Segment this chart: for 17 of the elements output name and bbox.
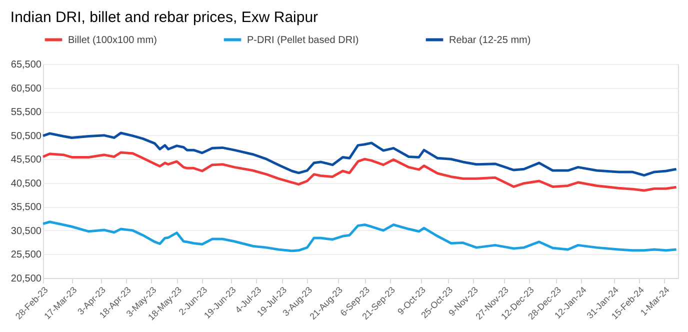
y-tick-label: 30,500 xyxy=(10,226,42,237)
line-series xyxy=(42,151,678,192)
line-series xyxy=(42,220,678,252)
y-tick-label: 65,500 xyxy=(10,60,42,70)
legend-label: Billet (100x100 mm) xyxy=(68,34,157,46)
y-tick-label: 20,500 xyxy=(10,274,42,284)
line-series xyxy=(42,132,678,177)
legend-label: P-DRI (Pellet based DRI) xyxy=(247,34,359,46)
legend-label: Rebar (12-25 mm) xyxy=(449,34,531,46)
y-tick-label: 45,500 xyxy=(10,154,42,166)
y-tick-label: 60,500 xyxy=(10,83,42,94)
chart-title: Indian DRI, billet and rebar prices, Exw Raipur xyxy=(10,9,318,26)
y-tick-label: 25,500 xyxy=(10,250,42,261)
y-tick-label: 55,500 xyxy=(10,107,42,118)
y-tick-label: 40,500 xyxy=(10,178,42,190)
y-tick-label: 35,500 xyxy=(10,202,42,214)
y-tick-label: 50,500 xyxy=(10,130,42,142)
